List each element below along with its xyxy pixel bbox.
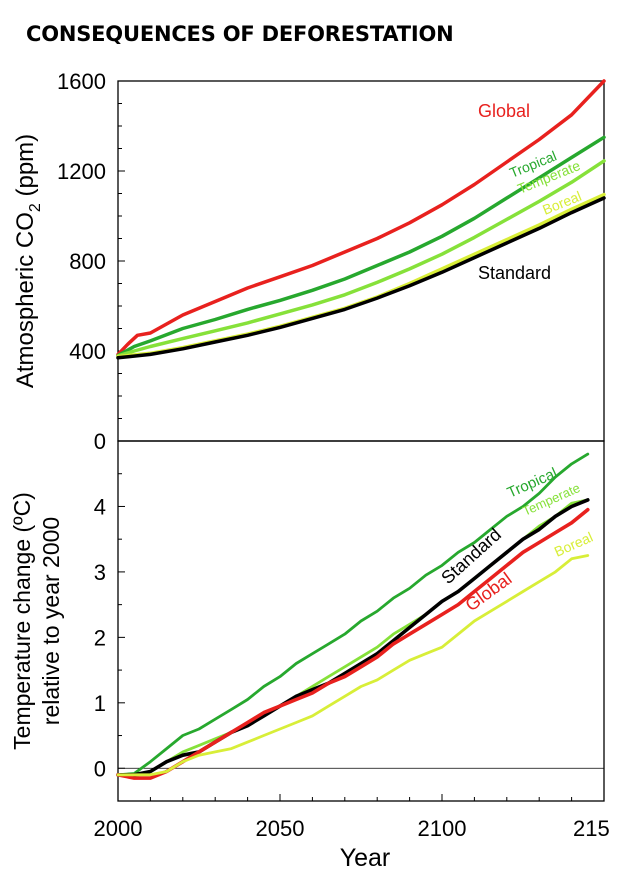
temperature-panel: 0 1 2 3 4 2000 2050 2100 215 Year Temperature chan… xyxy=(9,440,610,872)
co2-y-tick-label: 1200 xyxy=(57,159,106,184)
co2-y-axis-label-main: Atmospheric CO xyxy=(12,212,39,388)
page-title: CONSEQUENCES OF DEFORESTATION xyxy=(26,22,454,46)
co2-series-temperate xyxy=(116,159,606,358)
x-tick-label: 215 xyxy=(573,816,610,841)
temp-plot-frame xyxy=(117,440,605,802)
co2-panel: 0 400 800 1200 1600 Atmospheric CO2 (ppm) Glob… xyxy=(12,69,606,454)
temp-y-tick-label: 0 xyxy=(94,756,106,781)
x-axis-label: Year xyxy=(340,844,391,872)
temp-label-global: Global xyxy=(462,568,516,615)
co2-plot-frame xyxy=(117,80,605,442)
temp-y-tick-label: 1 xyxy=(94,691,106,716)
co2-y-tick-label: 400 xyxy=(69,339,106,364)
co2-label-global: Global xyxy=(478,101,530,121)
co2-y-tick-label: 0 xyxy=(94,429,106,454)
co2-series-global xyxy=(116,79,606,357)
temp-series-global xyxy=(116,507,590,780)
x-tick-label: 2100 xyxy=(418,816,467,841)
co2-y-tick-label: 800 xyxy=(69,249,106,274)
co2-y-tick-label: 1600 xyxy=(57,69,106,94)
co2-series-standard xyxy=(116,196,606,360)
temp-series-boreal xyxy=(116,554,590,777)
co2-y-axis-label: Atmospheric CO2 (ppm) xyxy=(12,134,44,388)
temp-y-tick-label: 2 xyxy=(94,625,106,650)
co2-series-tropical xyxy=(116,135,606,358)
co2-y-axis-label-unit: (ppm) xyxy=(12,134,39,203)
x-tick-label: 2000 xyxy=(94,816,143,841)
temp-y-axis-label-line1: Temperature change (ºC) xyxy=(9,492,35,750)
co2-y-axis-label-subscript: 2 xyxy=(27,203,44,212)
x-tick-label: 2050 xyxy=(256,816,305,841)
temp-y-tick-label: 4 xyxy=(94,494,106,519)
temp-y-tick-label: 3 xyxy=(94,560,106,585)
temp-series-tropical xyxy=(116,452,590,777)
co2-label-standard: Standard xyxy=(478,263,551,283)
temp-y-axis-label-line2: relative to year 2000 xyxy=(38,517,64,725)
